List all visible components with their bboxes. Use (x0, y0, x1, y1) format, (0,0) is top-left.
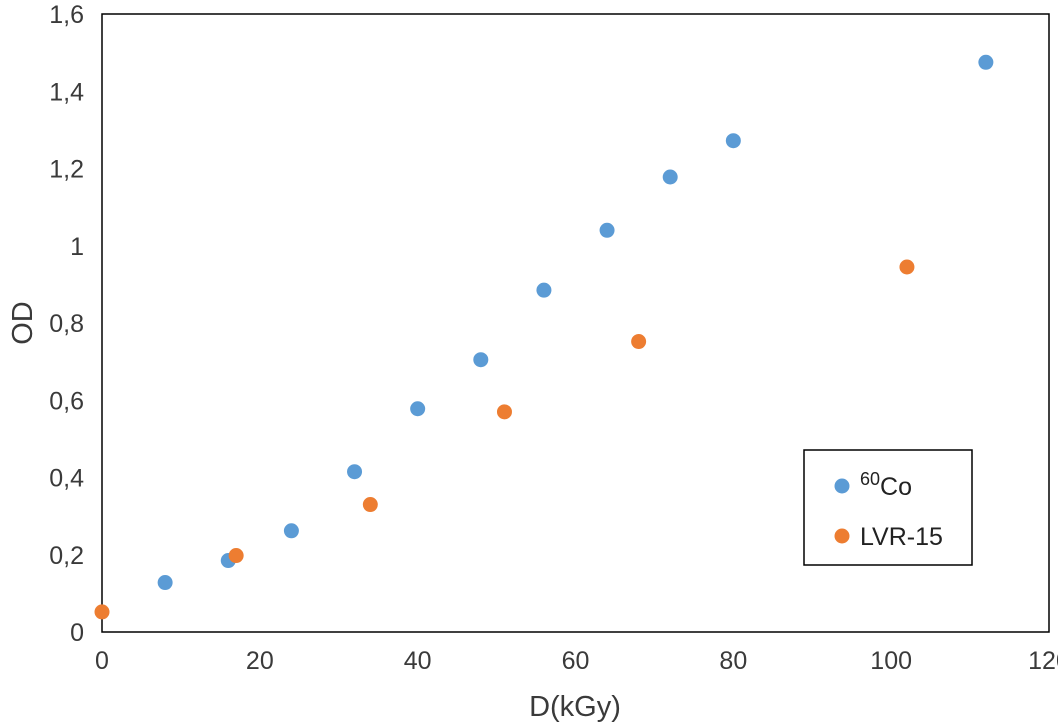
y-tick-label: 1,4 (49, 78, 84, 106)
y-tick-label: 0 (70, 619, 84, 647)
y-tick-label: 0,2 (49, 542, 84, 570)
y-tick-label: 0,6 (49, 387, 84, 415)
x-tick-label: 120 (1028, 647, 1058, 675)
data-point-co60 (283, 523, 299, 539)
data-point-co60 (536, 282, 552, 298)
y-axis-title: OD (7, 301, 39, 345)
data-point-co60 (473, 352, 489, 368)
y-tick-label: 1,6 (49, 1, 84, 29)
data-point-lvr15 (496, 404, 512, 420)
data-points (94, 54, 994, 620)
data-point-co60 (662, 169, 678, 185)
y-tick-label: 1 (70, 233, 84, 261)
legend-label-co60-sup: 60 (860, 469, 880, 489)
data-point-co60 (347, 464, 363, 480)
x-tick-label: 100 (870, 647, 912, 675)
legend-marker-co60 (834, 478, 850, 494)
data-point-co60 (599, 222, 615, 238)
data-point-co60 (725, 133, 741, 149)
x-tick-label: 80 (719, 647, 747, 675)
x-tick-label: 60 (562, 647, 590, 675)
data-point-co60 (157, 575, 173, 591)
legend-box (803, 449, 973, 566)
legend-marker-lvr15 (834, 528, 850, 544)
x-tick-label: 40 (404, 647, 432, 675)
x-tick-label: 0 (95, 647, 109, 675)
y-tick-label: 1,2 (49, 156, 84, 184)
legend-label-co60-base: Co (880, 473, 912, 501)
data-point-co60 (978, 54, 994, 70)
y-tick-label: 0,8 (49, 310, 84, 338)
data-point-co60 (410, 401, 426, 417)
legend: 60Co LVR-15 (803, 449, 973, 566)
y-tick-label: 0,4 (49, 465, 84, 493)
y-tick-labels: 0 0,2 0,4 0,6 0,8 1 1,2 1,4 1,6 (49, 1, 84, 647)
legend-label-co60: 60Co (860, 469, 912, 501)
data-point-lvr15 (228, 548, 244, 564)
legend-label-lvr15: LVR-15 (860, 523, 943, 551)
data-point-lvr15 (94, 604, 110, 620)
x-axis-title: D(kGy) (529, 691, 621, 723)
x-tick-label: 20 (246, 647, 274, 675)
data-point-lvr15 (362, 497, 378, 513)
data-point-lvr15 (631, 334, 647, 350)
data-point-lvr15 (899, 259, 915, 275)
x-tick-labels: 0 20 40 60 80 100 120 (95, 647, 1058, 675)
